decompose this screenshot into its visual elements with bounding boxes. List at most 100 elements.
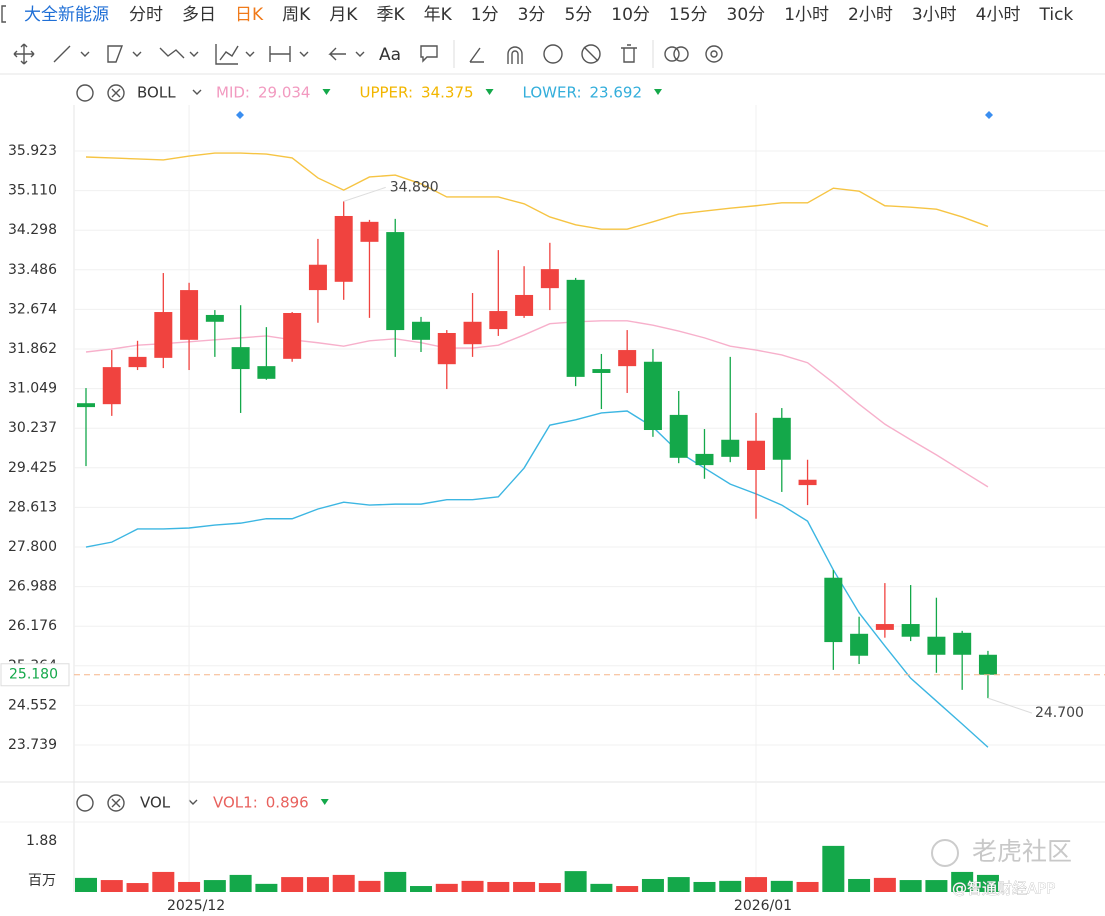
volume-bar (873, 877, 896, 892)
marker (985, 111, 993, 119)
period-tab[interactable]: Tick (1039, 5, 1074, 25)
period-tab[interactable]: 30分 (727, 5, 766, 25)
period-tab[interactable]: 年K (424, 5, 453, 25)
watermark-brand: 老虎社区 (972, 837, 1072, 866)
watermark-source: @智通财经APP (952, 880, 1055, 898)
candle-body (824, 577, 843, 643)
indicator-menu[interactable] (188, 799, 198, 805)
candle-body (927, 636, 946, 655)
period-tab[interactable]: 3小时 (912, 5, 957, 25)
volume-bar (899, 880, 922, 892)
period-tab[interactable]: 1分 (471, 5, 499, 25)
magnet-tool[interactable] (507, 46, 523, 64)
indicator-label: UPPER: (359, 84, 413, 102)
channel-tool[interactable] (107, 45, 142, 63)
period-tab[interactable]: 周K (282, 5, 311, 25)
indicator-settings[interactable] (76, 794, 94, 812)
candle-body (77, 403, 95, 408)
candle-body (360, 221, 379, 242)
period-tab[interactable]: 15分 (669, 5, 708, 25)
candle-body (283, 313, 302, 359)
min-pointer (987, 697, 1033, 714)
candle-body (643, 361, 662, 431)
candle-body (334, 215, 353, 282)
candle-body (489, 311, 508, 330)
candle-body (180, 290, 199, 340)
wave-tool[interactable] (159, 47, 199, 59)
indicator-label: VOL1: (213, 794, 258, 812)
indicator-value: 29.034 (258, 84, 311, 102)
value-menu[interactable] (322, 89, 331, 95)
period-tab[interactable]: 4小时 (976, 5, 1021, 25)
period-tab[interactable]: 季K (376, 5, 405, 25)
volume-bar (745, 877, 768, 892)
candle-body (308, 264, 327, 291)
indicator-settings[interactable] (76, 84, 94, 102)
candle-body (901, 624, 920, 637)
volume-bar (203, 880, 226, 892)
volume-bar (332, 874, 355, 892)
period-tab[interactable]: 3分 (518, 5, 546, 25)
indicator-value: 34.375 (421, 84, 474, 102)
x-tick-label: 2025/12 (167, 898, 225, 914)
candle-body (102, 367, 121, 405)
period-tab[interactable]: 月K (329, 5, 358, 25)
y-tick-label: 24.552 (8, 697, 57, 713)
hide-tool[interactable] (581, 44, 601, 64)
volume-bar (461, 880, 484, 892)
candle-body (257, 366, 276, 379)
candle-body (747, 440, 766, 470)
volume-bar (822, 845, 845, 892)
period-tab[interactable]: 日K (235, 5, 264, 25)
volume-bar (564, 871, 587, 892)
indicator-close[interactable] (107, 84, 125, 102)
last-price-box (0, 663, 70, 687)
fib-tool[interactable] (215, 44, 255, 65)
indicator-close[interactable] (107, 794, 125, 812)
close-x (111, 798, 121, 808)
angle-tool[interactable] (469, 47, 484, 63)
candle-body (798, 479, 817, 486)
lock-tool[interactable] (543, 44, 563, 64)
y-tick-label: 27.800 (8, 539, 57, 555)
move-tool[interactable] (13, 43, 35, 65)
volume-bar (358, 880, 381, 892)
panels: BOLL VOL (0, 84, 1105, 892)
value-menu[interactable] (654, 89, 662, 95)
volume-bar (487, 881, 510, 892)
period-tab[interactable]: 分时 (129, 5, 163, 25)
delete-tool[interactable] (621, 44, 637, 63)
value-menu[interactable] (320, 799, 329, 805)
indicator-menu[interactable] (192, 89, 202, 95)
volume-bar (616, 886, 639, 892)
volume-bar (410, 886, 433, 892)
symbol-name[interactable]: 大全新能源 (24, 5, 109, 25)
value-menu[interactable] (485, 89, 494, 95)
volume-bar (770, 880, 793, 892)
period-tab[interactable]: 多日 (182, 5, 216, 25)
y-tick-label: 31.862 (8, 341, 57, 357)
arrow-tool[interactable] (328, 47, 365, 61)
period-tab[interactable]: 5分 (564, 5, 592, 25)
boll-line (85, 320, 989, 488)
volume-bar (281, 877, 304, 892)
compare-tool[interactable] (664, 46, 680, 62)
volume-bar (848, 878, 871, 892)
volume-bar (796, 881, 819, 892)
period-tab[interactable]: 2小时 (848, 5, 893, 25)
y-tick-label: 35.923 (8, 143, 57, 159)
measure-tool[interactable] (269, 46, 309, 62)
period-tab[interactable]: 1小时 (784, 5, 829, 25)
candle-body (953, 632, 972, 655)
note-tool[interactable] (420, 45, 438, 63)
volume-bar (100, 880, 123, 892)
symbol-icon[interactable] (1, 5, 6, 23)
indicator-label: MID: (216, 84, 250, 102)
period-tab[interactable]: 10分 (611, 5, 650, 25)
line-tool[interactable] (53, 45, 90, 63)
settings-tool[interactable] (705, 45, 723, 63)
text-tool[interactable]: Aa (379, 45, 401, 65)
candle-body (128, 356, 147, 368)
volume-bar (255, 883, 278, 892)
